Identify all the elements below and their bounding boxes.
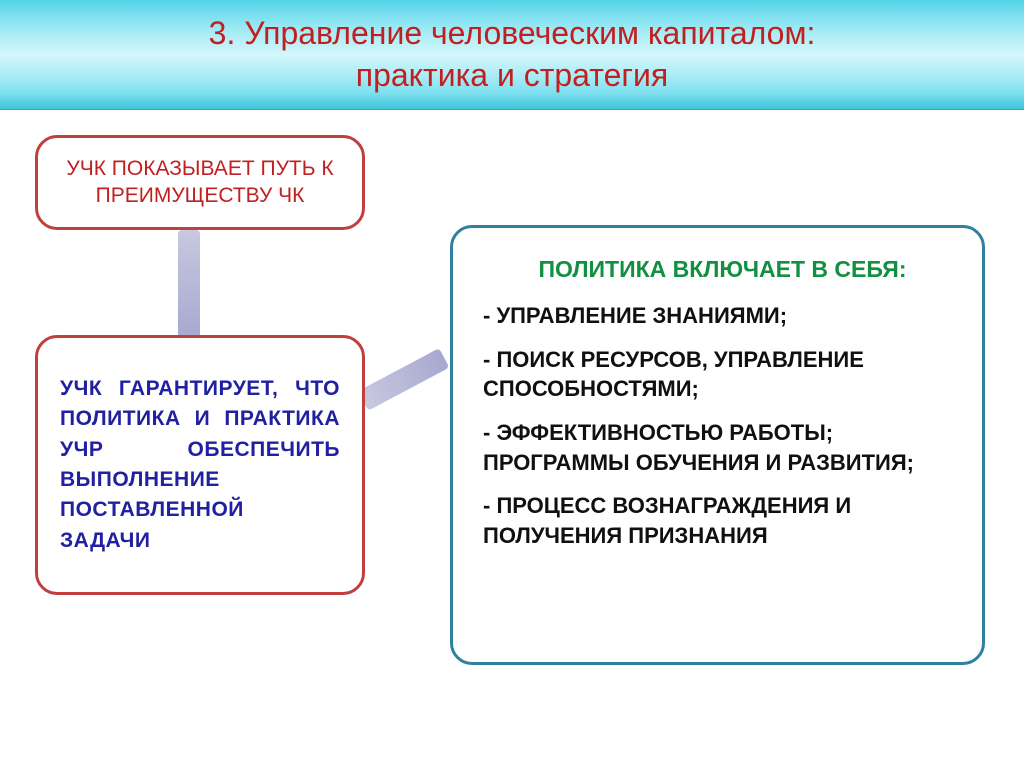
- slide-title: 3. Управление человеческим капиталом:пра…: [209, 13, 816, 96]
- node-box1: УЧК ПОКАЗЫВАЕТ ПУТЬ К ПРЕИМУЩЕСТВУ ЧК: [35, 135, 365, 230]
- slide-header: 3. Управление человеческим капиталом:пра…: [0, 0, 1024, 110]
- box3-item-2: - ЭФФЕКТИВНОСТЬЮ РАБОТЫ; ПРОГРАММЫ ОБУЧЕ…: [483, 418, 952, 477]
- node-box2: УЧК ГАРАНТИРУЕТ, ЧТО ПОЛИТИКА И ПРАКТИКА…: [35, 335, 365, 595]
- box3-item-0: - УПРАВЛЕНИЕ ЗНАНИЯМИ;: [483, 301, 952, 331]
- box3-item-3: - ПРОЦЕСС ВОЗНАГРАЖДЕНИЯ И ПОЛУЧЕНИЯ ПРИ…: [483, 491, 952, 550]
- box1-text: УЧК ПОКАЗЫВАЕТ ПУТЬ К ПРЕИМУЩЕСТВУ ЧК: [60, 156, 340, 209]
- node-box3: ПОЛИТИКА ВКЛЮЧАЕТ В СЕБЯ: - УПРАВЛЕНИЕ З…: [450, 225, 985, 665]
- box2-text: УЧК ГАРАНТИРУЕТ, ЧТО ПОЛИТИКА И ПРАКТИКА…: [60, 374, 340, 557]
- diagram-area: УЧК ПОКАЗЫВАЕТ ПУТЬ К ПРЕИМУЩЕСТВУ ЧК УЧ…: [0, 110, 1024, 767]
- box3-item-1: - ПОИСК РЕСУРСОВ, УПРАВЛЕНИЕ СПОСОБНОСТЯ…: [483, 345, 952, 404]
- connector-box2-box3: [358, 348, 450, 411]
- connector-box1-box2: [178, 230, 200, 338]
- box3-title: ПОЛИТИКА ВКЛЮЧАЕТ В СЕБЯ:: [493, 256, 952, 283]
- title-line1: 3. Управление человеческим капиталом:пра…: [209, 15, 816, 93]
